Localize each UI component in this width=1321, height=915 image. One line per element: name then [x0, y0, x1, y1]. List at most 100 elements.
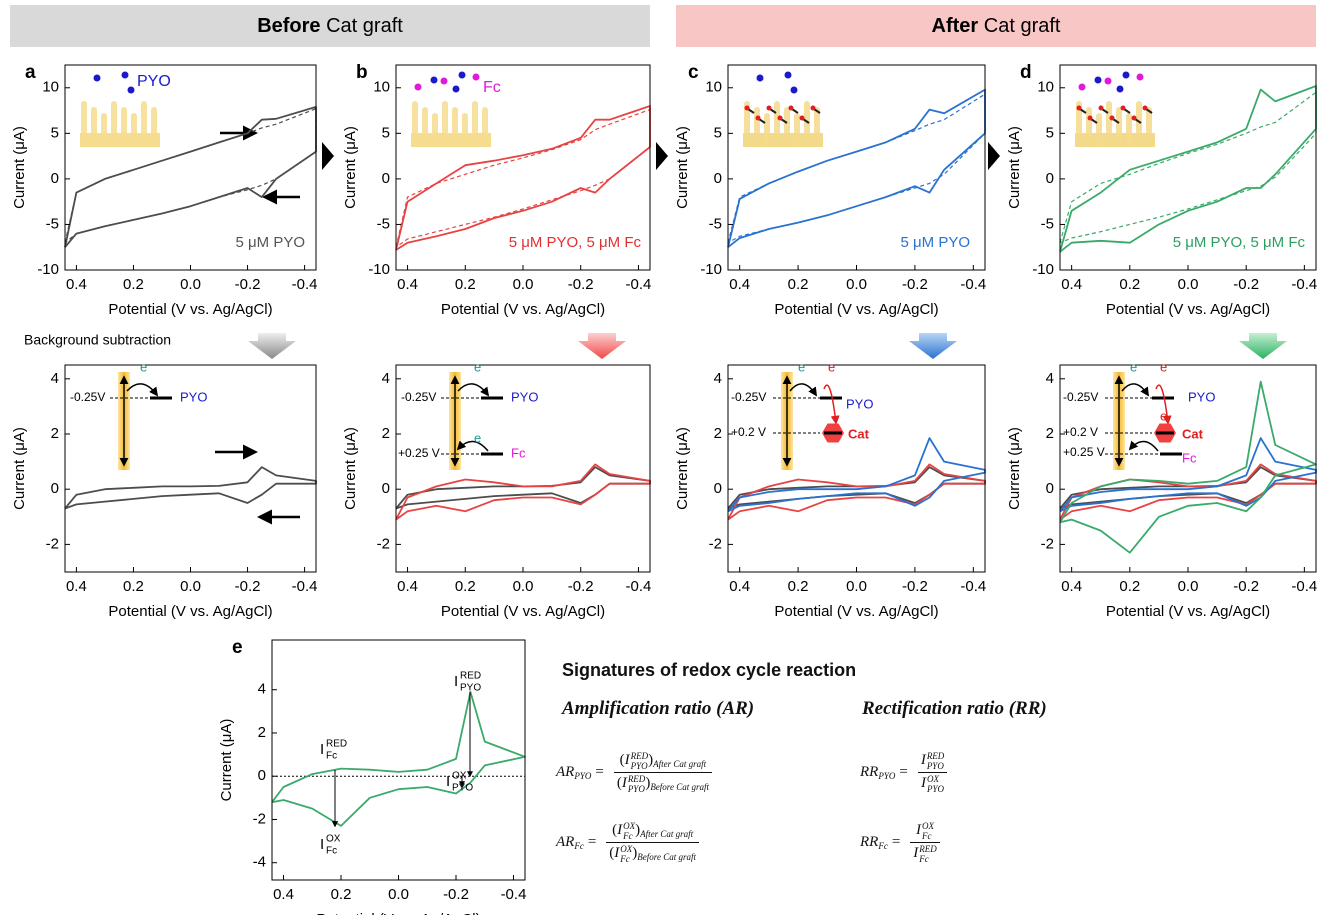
y-tick-label: 10: [1037, 79, 1054, 96]
y-tick-label: -2: [377, 535, 390, 552]
pyo-molecule: [790, 86, 798, 94]
fc-molecule: [472, 73, 480, 81]
y-tick-label: 4: [258, 681, 266, 698]
x-tick-label: -0.4: [501, 886, 527, 903]
y-tick-label: 10: [705, 79, 722, 96]
y-tick-label: 2: [51, 425, 59, 442]
x-tick-label: 0.2: [788, 276, 809, 293]
x-tick-label: 0.4: [397, 578, 418, 595]
pyo-molecule: [93, 74, 101, 82]
x-tick-label: 0.0: [1178, 578, 1199, 595]
y-tick-label: 2: [258, 724, 266, 741]
background-subtraction-label: Background subtraction: [24, 332, 171, 348]
electrode: [743, 133, 823, 147]
electrode-pillar: [131, 113, 137, 147]
catechol-head: [777, 115, 783, 121]
x-tick-label: 0.0: [846, 578, 867, 595]
catechol: [813, 108, 821, 114]
electron-transfer: [457, 383, 490, 397]
peak-label-base: I: [454, 673, 458, 690]
catechol-head: [1087, 115, 1093, 121]
pyo-molecule: [1094, 76, 1102, 84]
annotation: +0.2 V: [731, 425, 766, 439]
x-axis-label: Potential (V vs. Ag/AgCl): [441, 301, 605, 318]
x-tick-label: -0.2: [902, 578, 928, 595]
catechol-head: [1120, 105, 1126, 111]
pyo-molecule: [121, 71, 129, 79]
annotation: -0.25V: [731, 390, 766, 404]
pyo-molecule: [1116, 85, 1124, 93]
electrode-pillar: [91, 107, 97, 141]
y-tick-label: 4: [1046, 370, 1054, 387]
y-tick-label: 4: [382, 370, 390, 387]
annotation: Fc: [1182, 450, 1197, 465]
y-axis-label: Current (μA): [342, 427, 359, 510]
electrode-pillar: [794, 113, 800, 147]
electrode-pillar: [101, 113, 107, 147]
x-tick-label: 0.4: [729, 276, 750, 293]
cv-curve: [1059, 380, 1317, 554]
annotation: e: [1130, 359, 1137, 374]
y-axis-label: Current (μA): [11, 126, 28, 209]
y-tick-label: -5: [377, 215, 390, 232]
y-tick-label: 0: [714, 480, 722, 497]
header-rest: Cat graft: [984, 15, 1061, 37]
annotation: 5 μM PYO, 5 μM Fc: [1173, 234, 1306, 251]
cv-curve: [395, 109, 651, 248]
annotation: PYO: [846, 396, 873, 411]
y-tick-label: -10: [1032, 261, 1054, 278]
y-axis-label: Current (μA): [1006, 126, 1023, 209]
annotation: e: [798, 359, 805, 374]
x-tick-label: 0.4: [273, 886, 294, 903]
electrode-pillar: [784, 107, 790, 141]
x-tick-label: -0.4: [626, 578, 652, 595]
catechol-head: [766, 105, 772, 111]
annotation: Fc: [511, 445, 526, 460]
y-axis-label: Current (μA): [674, 427, 691, 510]
y-tick-label: 0: [1046, 480, 1054, 497]
annotation: +0.2 V: [1063, 425, 1098, 439]
y-tick-label: 10: [42, 79, 59, 96]
x-axis-label: Potential (V vs. Ag/AgCl): [1106, 603, 1270, 620]
x-tick-label: -0.4: [1291, 276, 1317, 293]
x-tick-label: 0.2: [331, 886, 352, 903]
down-arrow: [578, 333, 626, 359]
electron-transfer: [456, 440, 489, 452]
electrode-pillar: [804, 101, 810, 135]
annotation: Cat: [848, 426, 870, 441]
pyo-molecule: [756, 74, 764, 82]
x-tick-label: -0.4: [626, 276, 652, 293]
down-arrow: [1239, 333, 1287, 359]
x-tick-label: -0.2: [568, 578, 594, 595]
y-tick-label: -2: [1041, 535, 1054, 552]
pyo-molecule: [1122, 71, 1130, 79]
catechol: [747, 108, 755, 114]
header-bar: [10, 5, 650, 47]
electrode: [1075, 133, 1155, 147]
y-tick-label: 5: [382, 124, 390, 141]
y-tick-label: 0: [714, 170, 722, 187]
x-axis-label: Potential (V vs. Ag/AgCl): [774, 603, 938, 620]
annotation: Fc: [483, 79, 501, 96]
annotation: -0.25V: [1063, 390, 1098, 404]
annotation: e: [828, 359, 835, 374]
electrode-pillar: [412, 101, 418, 135]
catechol: [758, 118, 766, 124]
annotation: +0.25 V: [398, 446, 440, 460]
peak-label-sub: PYO: [460, 683, 481, 694]
peak-label-base: I: [446, 773, 450, 790]
catechol-head: [810, 105, 816, 111]
x-tick-label: -0.4: [292, 578, 318, 595]
pyo-molecule: [458, 71, 466, 79]
step-arrow: [656, 142, 668, 170]
annotation: Cat: [1182, 426, 1204, 441]
x-tick-label: 0.4: [66, 276, 87, 293]
catechol: [1079, 108, 1087, 114]
catechol: [791, 108, 799, 114]
annotation: 5 μM PYO: [236, 234, 306, 251]
y-tick-label: 0: [382, 480, 390, 497]
cv-curve: [727, 93, 986, 244]
y-tick-label: 5: [1046, 124, 1054, 141]
catechol-head: [1076, 105, 1082, 111]
electrode-pillar: [121, 107, 127, 141]
